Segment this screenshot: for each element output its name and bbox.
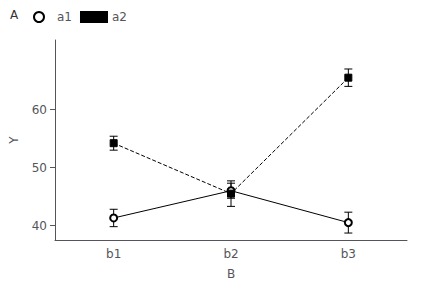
svg-text:b2: b2 [223, 247, 238, 261]
svg-text:a2: a2 [112, 10, 127, 24]
svg-text:A: A [10, 8, 19, 22]
svg-text:a1: a1 [57, 10, 72, 24]
svg-text:60: 60 [32, 103, 47, 117]
svg-text:50: 50 [32, 161, 47, 175]
svg-text:b1: b1 [106, 247, 121, 261]
svg-text:b3: b3 [341, 247, 356, 261]
svg-text:B: B [227, 267, 235, 281]
svg-text:Y: Y [7, 136, 21, 145]
svg-text:40: 40 [32, 219, 47, 233]
